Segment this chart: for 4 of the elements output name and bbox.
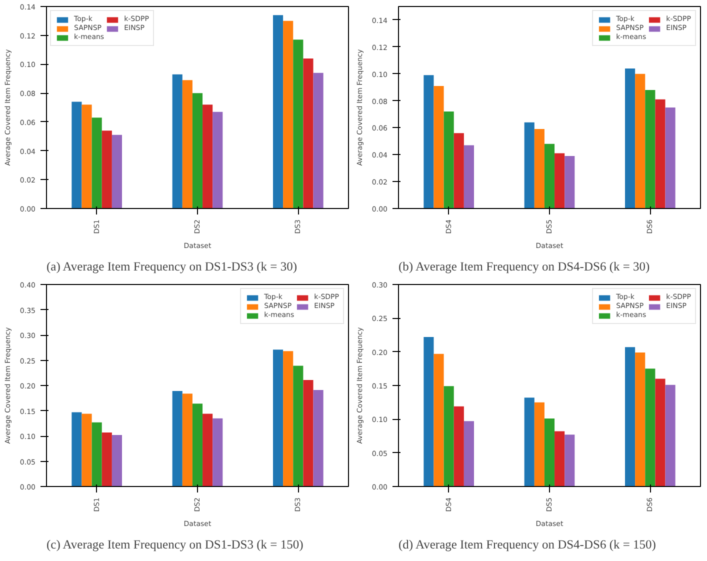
text: (d) Average Item Frequency on DS4-DS6 (k = 150) — [398, 538, 656, 552]
text: (a) Average Item Frequency on DS1-DS3 (k = 30) — [46, 260, 298, 274]
text: (b) Average Item Frequency on DS4-DS6 (k = 30) — [398, 260, 650, 274]
text: (c) Average Item Frequency on DS1-DS3 (k = 150) — [46, 538, 304, 552]
